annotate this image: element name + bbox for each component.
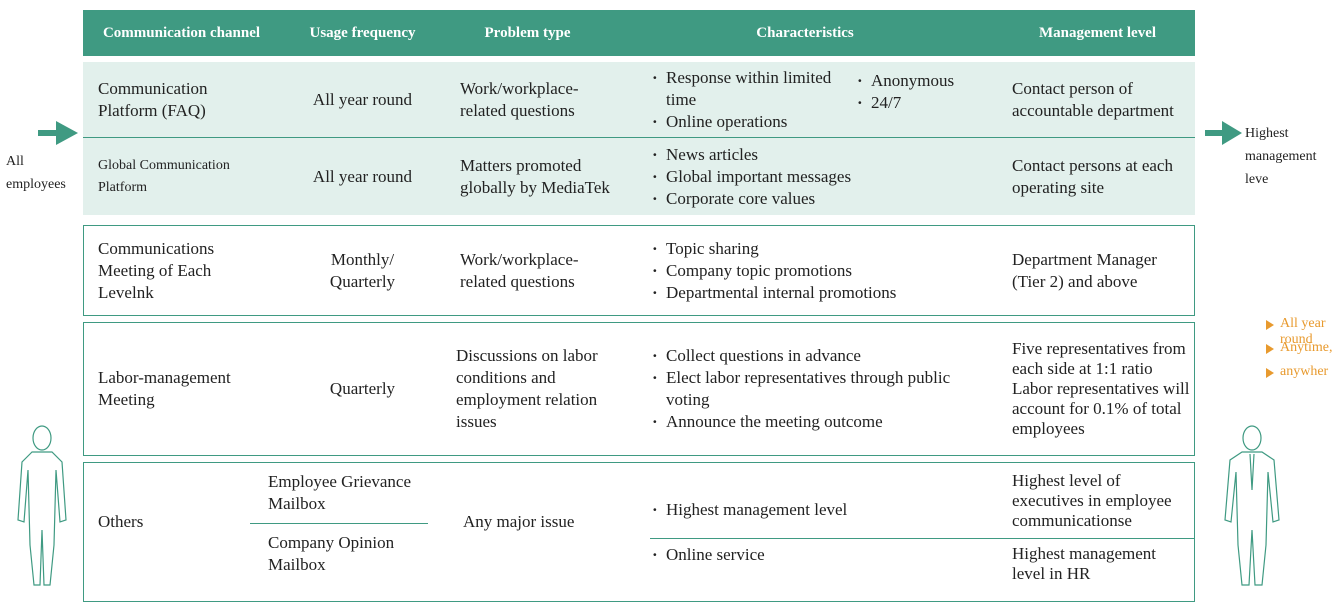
bullet: Collect questions in advance: [650, 345, 960, 367]
bullet: Online operations: [650, 111, 850, 133]
bullet: News articles: [650, 144, 990, 166]
bullet: 24/7: [855, 92, 1000, 114]
problem: Work/workplace-related questions: [460, 249, 579, 291]
problem: Any major issue: [463, 512, 575, 531]
management: Highest management level in HR: [1012, 544, 1156, 583]
row-border: [83, 225, 1195, 316]
problem: Discussions on labor conditions and empl…: [456, 346, 598, 431]
bullet: Global important messages: [650, 166, 990, 188]
frequency: Monthly/ Quarterly: [329, 249, 396, 291]
header-bar: [83, 10, 1195, 56]
bullet: Company topic promotions: [650, 260, 990, 282]
frequency: All year round: [312, 167, 413, 186]
characteristics: Response within limited time Online oper…: [650, 62, 850, 137]
characteristics: Collect questions in advance Elect labor…: [650, 322, 960, 456]
note: Anytime,: [1280, 340, 1333, 355]
management: Highest level of executives in employee …: [1012, 471, 1172, 530]
management: Contact person of accountable department: [1012, 78, 1174, 120]
row-bg: [83, 62, 1195, 215]
divider: [250, 523, 428, 524]
divider: [83, 137, 1195, 138]
right-label: Highest management leve: [1245, 126, 1317, 187]
bullet: Online service: [650, 544, 990, 566]
problem: Work/workplace-related questions: [460, 78, 579, 120]
channel: Communications Meeting of Each Levelnk: [98, 238, 215, 302]
bullet: Announce the meeting outcome: [650, 411, 960, 433]
characteristics: Online service: [650, 540, 990, 570]
management: Department Manager (Tier 2) and above: [1012, 249, 1157, 291]
mailbox: Company Opinion Mailbox: [268, 533, 395, 574]
frequency: All year round: [312, 89, 413, 109]
channel: Communication Platform (FAQ): [98, 78, 208, 120]
note-markers: [1266, 320, 1274, 378]
channel: Others: [98, 512, 144, 531]
management: Contact persons at each operating site: [1012, 156, 1173, 197]
bullet: Response within limited time: [650, 67, 850, 111]
characteristics: News articles Global important messages …: [650, 139, 990, 215]
characteristics: Anonymous 24/7: [855, 62, 1000, 122]
row-border: [83, 322, 1195, 456]
channel: Labor-management Meeting: [98, 368, 231, 409]
channel: Global Communication Platform: [98, 158, 230, 195]
note: All year round: [1280, 316, 1326, 347]
problem: Matters promoted globally by MediaTek: [460, 156, 610, 197]
person-right: [1224, 425, 1280, 586]
left-label: All employees: [6, 154, 66, 192]
bullet: Corporate core values: [650, 188, 990, 210]
header-cell: Usage frequency: [309, 24, 416, 41]
bullet: Anonymous: [855, 70, 1000, 92]
header-cell: Characteristics: [756, 24, 854, 41]
characteristics: Topic sharing Company topic promotions D…: [650, 225, 990, 316]
management: Five representatives from each side at 1…: [1012, 339, 1190, 438]
bullet: Topic sharing: [650, 238, 990, 260]
characteristics: Highest management level: [650, 482, 990, 538]
bullet: Highest management level: [650, 499, 990, 521]
bullet: Elect labor representatives through publ…: [650, 367, 960, 411]
person-left: [17, 425, 67, 586]
divider: [650, 538, 1195, 539]
header-cell: Communication channel: [102, 24, 261, 41]
bullet: Departmental internal promotions: [650, 282, 990, 304]
note: anywher: [1280, 364, 1329, 379]
header-cell: Management level: [1038, 24, 1157, 41]
header-cell: Problem type: [484, 24, 571, 41]
mailbox: Employee Grievance Mailbox: [268, 472, 412, 513]
frequency: Quarterly: [329, 379, 396, 398]
page: Communication channel Usage frequency Pr…: [0, 0, 1344, 589]
